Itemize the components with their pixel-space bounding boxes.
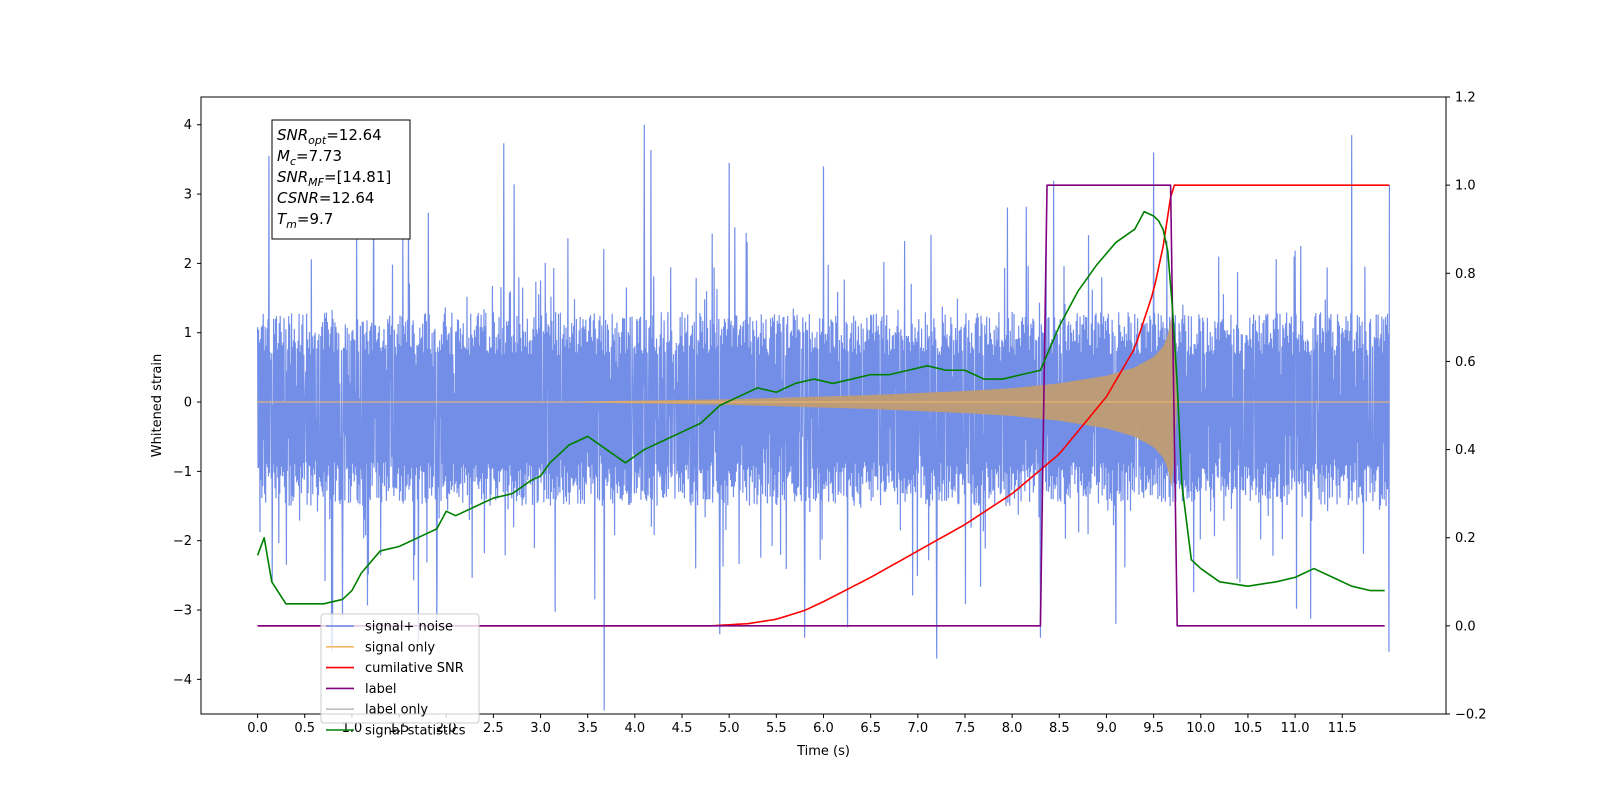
y-left-tick-label: −2 bbox=[173, 534, 192, 549]
x-tick-label: 6.5 bbox=[860, 721, 881, 736]
x-tick-label: 0.5 bbox=[294, 721, 315, 736]
y-right-tick-label: 0.2 bbox=[1455, 531, 1476, 546]
x-tick-label: 7.5 bbox=[955, 721, 976, 736]
y-axis-label: Whitened strain bbox=[150, 354, 165, 457]
y-left-tick-label: −1 bbox=[173, 465, 192, 480]
x-tick-label: 11.5 bbox=[1328, 721, 1357, 736]
annotation-line: Mc=7.73 bbox=[277, 147, 342, 168]
legend-entry-label: label bbox=[365, 682, 396, 697]
x-tick-label: 4.0 bbox=[625, 721, 646, 736]
x-tick-label: 7.0 bbox=[907, 721, 928, 736]
x-tick-label: 5.5 bbox=[766, 721, 787, 736]
series-label-line bbox=[257, 184, 1385, 627]
x-tick-label: 2.0 bbox=[436, 721, 457, 736]
x-tick-label: 10.0 bbox=[1186, 721, 1215, 736]
annotation-line: SNRopt=12.64 bbox=[277, 126, 382, 147]
legend-entry-label: signal+ noise bbox=[365, 620, 453, 635]
x-axis: 0.0 0.5 1.0 1.5 2.0 2.5 3.0 3.5 4.0 4.5 5.0 5.5 6.0 6… bbox=[247, 714, 1357, 736]
x-tick-label: 1.5 bbox=[389, 721, 410, 736]
x-tick-label: 5.0 bbox=[719, 721, 740, 736]
x-axis-label: Time (s) bbox=[796, 744, 850, 759]
legend-entry-label: label only bbox=[365, 703, 428, 718]
series-signal-noise-line bbox=[256, 124, 1391, 711]
y-left-tick-label: 4 bbox=[184, 118, 192, 133]
x-tick-label: 4.5 bbox=[672, 721, 693, 736]
annotation-line: CSNR=12.64 bbox=[277, 189, 374, 207]
y-axis-right: −0.2 0.0 0.2 0.4 0.6 0.8 1.0 1.2 bbox=[1446, 91, 1487, 723]
x-tick-label: 8.5 bbox=[1049, 721, 1070, 736]
annotation-line: Tm=9.7 bbox=[277, 210, 333, 231]
series-signal-statistics-line bbox=[256, 210, 1385, 605]
y-left-tick-label: 2 bbox=[184, 257, 192, 272]
stats-annotation-box: SNRopt=12.64Mc=7.73SNRMF=[14.81]CSNR=12.… bbox=[271, 119, 411, 240]
x-tick-label: 10.5 bbox=[1233, 721, 1262, 736]
x-tick-label: 1.0 bbox=[342, 721, 363, 736]
y-right-tick-label: 0.8 bbox=[1455, 267, 1476, 282]
y-right-tick-label: 1.0 bbox=[1455, 179, 1476, 194]
annotation-box-frame bbox=[271, 119, 411, 240]
y-left-tick-label: 1 bbox=[184, 326, 192, 341]
y-right-tick-label: −0.2 bbox=[1455, 708, 1487, 723]
x-tick-label: 11.0 bbox=[1281, 721, 1310, 736]
y-right-tick-label: 0.0 bbox=[1455, 619, 1476, 634]
x-tick-label: 8.0 bbox=[1002, 721, 1023, 736]
legend-entry-label: cumilative SNR bbox=[365, 661, 464, 676]
legend: signal+ noise signal only cumilative SNR la… bbox=[320, 613, 480, 739]
x-tick-label: 2.5 bbox=[483, 721, 504, 736]
x-tick-label: 0.0 bbox=[247, 721, 268, 736]
y-right-tick-label: 1.2 bbox=[1455, 91, 1476, 106]
x-tick-label: 9.5 bbox=[1143, 721, 1164, 736]
series-layer-back bbox=[256, 124, 1391, 711]
y-left-tick-label: −4 bbox=[173, 673, 192, 688]
y-left-tick-label: −3 bbox=[173, 604, 192, 619]
x-tick-label: 9.0 bbox=[1096, 721, 1117, 736]
y-right-tick-label: 0.6 bbox=[1455, 355, 1476, 370]
y-right-tick-label: 0.4 bbox=[1455, 443, 1476, 458]
y-axis-left: −4 −3 −2 −1 0 1 2 3 4 bbox=[173, 118, 201, 688]
y-left-tick-label: 3 bbox=[184, 188, 192, 203]
legend-frame bbox=[320, 613, 480, 724]
x-tick-label: 3.0 bbox=[530, 721, 551, 736]
annotation-line: SNRMF=[14.81] bbox=[277, 168, 391, 189]
x-tick-label: 3.5 bbox=[577, 721, 598, 736]
x-tick-label: 6.0 bbox=[813, 721, 834, 736]
legend-entry-label: signal only bbox=[365, 640, 435, 655]
legend-entry-label: signal statistics bbox=[365, 724, 466, 739]
y-left-tick-label: 0 bbox=[184, 396, 192, 411]
